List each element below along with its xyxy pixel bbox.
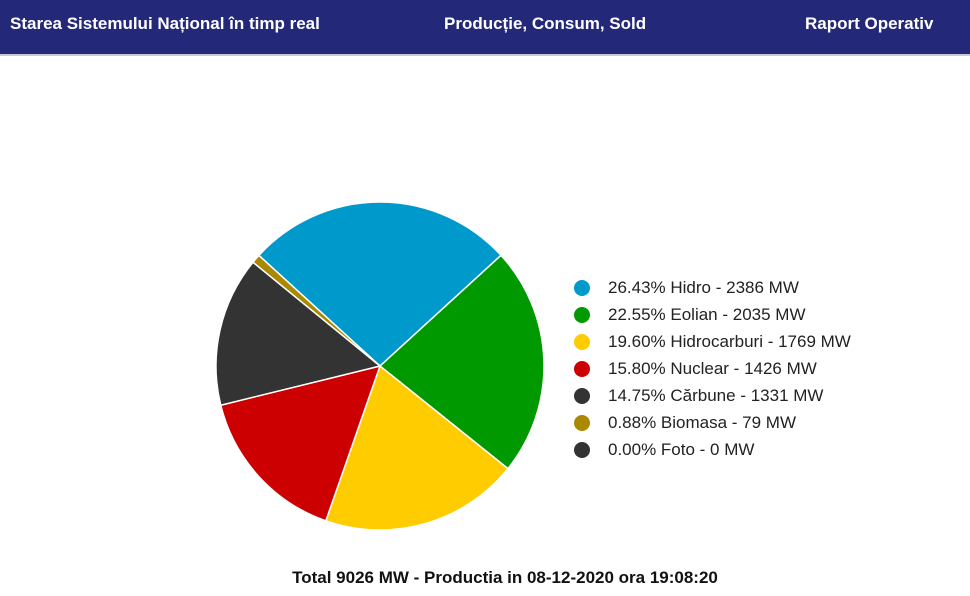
legend-item[interactable]: 15.80% Nuclear - 1426 MW [574,355,851,382]
pie-slice-hidrocarburi[interactable] [324,364,509,531]
nav-link-realtime-status[interactable]: Starea Sistemului Național în timp real [10,14,320,33]
pie-slice-biomasa[interactable] [251,254,381,367]
legend-label: 14.75% Cărbune - 1331 MW [608,385,824,405]
legend-item[interactable]: 14.75% Cărbune - 1331 MW [574,382,851,409]
legend-marker-icon [574,360,590,377]
legend-item[interactable]: 19.60% Hidrocarburi - 1769 MW [574,328,851,355]
chart-title: Total 9026 MW - Productia in 08-12-2020 … [292,568,718,587]
legend-label: 26.43% Hidro - 2386 MW [608,277,799,297]
nav-link-production-consumption[interactable]: Producție, Consum, Sold [444,14,647,33]
chart-legend: 26.43% Hidro - 2386 MW 22.55% Eolian - 20… [574,274,851,463]
legend-label: 22.55% Eolian - 2035 MW [608,304,806,324]
legend-marker-icon [574,333,590,350]
legend-label: 19.60% Hidrocarburi - 1769 MW [608,331,851,351]
top-nav-bar: Starea Sistemului Național în timp real … [0,0,970,56]
pie-slice-nuclear[interactable] [219,364,382,522]
legend-item[interactable]: 0.88% Biomasa - 79 MW [574,409,851,436]
legend-label: 0.88% Biomasa - 79 MW [608,412,797,432]
legend-marker-icon [574,441,590,458]
pie-slice-hidro[interactable] [257,201,503,368]
legend-item[interactable]: 0.00% Foto - 0 MW [574,436,851,463]
legend-marker-icon [574,306,590,323]
pie-chart [215,201,545,531]
legend-label: 15.80% Nuclear - 1426 MW [608,358,817,378]
legend-label: 0.00% Foto - 0 MW [608,439,755,459]
pie-slice-cărbune[interactable] [215,261,382,407]
nav-link-operative-report[interactable]: Raport Operativ [805,14,934,33]
legend-item[interactable]: 26.43% Hidro - 2386 MW [574,274,851,301]
legend-marker-icon [574,279,590,296]
legend-marker-icon [574,414,590,431]
legend-item[interactable]: 22.55% Eolian - 2035 MW [574,301,851,328]
legend-marker-icon [574,387,590,404]
pie-slice-eolian[interactable] [378,254,545,470]
